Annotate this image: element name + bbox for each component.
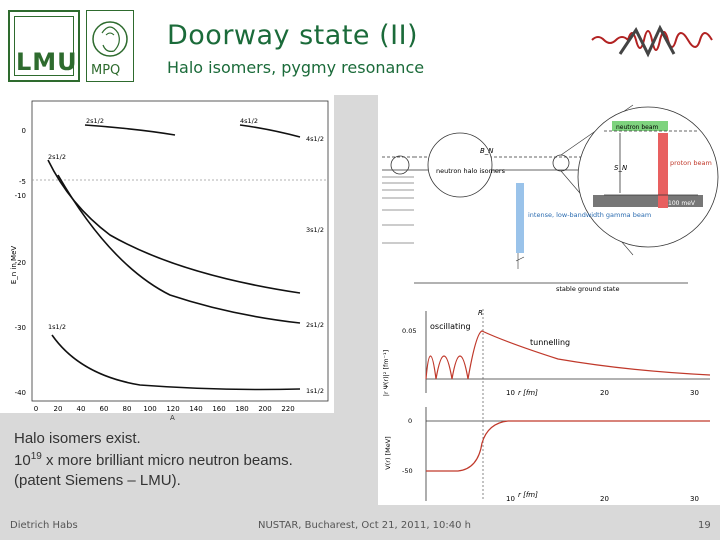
label-1s-right: 1s1/2 [306,387,324,395]
xtick-0: 0 [34,405,38,413]
wave-xtick-20: 20 [600,389,609,397]
pot-xtick-20: 20 [600,495,609,503]
level-plot-yticks: 0 -10 -20 -30 -40 -5 [15,127,26,397]
r-label: R [478,309,483,317]
wave-ylabel: |r Ψ(r)|² [fm⁻¹] [382,350,390,396]
ytick-m5: -5 [19,178,26,186]
pot-ytick-m50: -50 [402,467,413,475]
tunnelling-label: tunnelling [530,338,570,347]
ytick-m10: -10 [15,192,26,200]
gamma-beam-label: intense, low-bandwidth gamma beam [528,211,651,219]
label-2s-right: 2s1/2 [306,321,324,329]
minerva-head-icon [92,21,128,57]
body-line-2-rest: x more brilliant micro neutron beams. [41,452,293,469]
pot-ytick-0: 0 [408,417,412,425]
level-scheme: B_N S_N neutron halo isomers intense, lo… [378,95,720,303]
footer-event: NUSTAR, Bucharest, Oct 21, 2011, 10:40 h [258,520,472,531]
xtick-20: 20 [54,405,63,413]
label-4s-top: 4s1/2 [240,117,258,125]
lmu-logo: LMU [8,10,80,82]
pot-ylabel: V(r) [MeV] [384,436,392,469]
wave-xunit: r [fm] [518,389,538,397]
top-beam-label: neutron beam [616,124,659,131]
proton-beam-label: proton beam [670,159,712,167]
level-plot: 0 -10 -20 -30 -40 -5 E_n in MeV 2s1/2 4s… [0,95,334,413]
label-1s-left: 1s1/2 [48,323,66,331]
xtick-200: 200 [258,405,271,413]
body-line-2-base: 10 [14,452,31,469]
wave-xtick-30: 30 [690,389,699,397]
xtick-80: 80 [123,405,132,413]
footer-page: 19 [698,520,711,531]
pot-xtick-30: 30 [690,495,699,503]
bn-label: B_N [480,147,494,155]
neutron-halo-label: neutron halo isomers [436,167,506,175]
lmu-logo-text: LMU [16,48,78,76]
ytick-0: 0 [22,127,26,135]
xtick-60: 60 [100,405,109,413]
slide-title: Doorway state (II) [167,20,419,51]
label-4s-right: 4s1/2 [306,135,324,143]
level-plot-svg: 0 -10 -20 -30 -40 -5 E_n in MeV 2s1/2 4s… [10,100,329,413]
wave-plot-svg: R oscillating tunnelling 0.05 |r Ψ(r)|² … [382,309,711,503]
xtick-120: 120 [166,405,179,413]
ytick-m40: -40 [15,389,26,397]
level-plot-xticks: 0 20 40 60 80 100 120 140 160 180 200 22… [34,405,295,413]
xtick-100: 100 [143,405,156,413]
label-2s-left: 2s1/2 [48,153,66,161]
label-3s-right: 3s1/2 [306,226,324,234]
pot-xunit: r [fm] [518,491,538,499]
stable-ground-label: stable ground state [556,285,619,293]
body-line-2-exp: 19 [30,451,42,462]
oscillating-label: oscillating [430,322,471,331]
xtick-220: 220 [281,405,294,413]
ytick-m20: -20 [15,259,26,267]
xtick-140: 140 [189,405,202,413]
ytick-m30: -30 [15,324,26,332]
wave-logo-icon [591,24,713,58]
level-scheme-svg: B_N S_N neutron halo isomers intense, lo… [382,104,719,293]
wave-plot: R oscillating tunnelling 0.05 |r Ψ(r)|² … [378,303,720,505]
kev-label: 100 meV [668,200,696,207]
label-2s-top: 2s1/2 [86,117,104,125]
pot-xtick-10: 10 [506,495,515,503]
wave-ytick: 0.05 [402,327,416,335]
sn-label: S_N [614,164,628,172]
xtick-180: 180 [235,405,248,413]
body-line-1: Halo isomers exist. [14,430,141,447]
footer-author: Dietrich Habs [10,520,78,531]
mpq-logo-text: MPQ [91,63,121,78]
level-plot-ylabel: E_n in MeV [10,246,18,285]
mpq-logo: MPQ [86,10,134,82]
wave-xtick-10: 10 [506,389,515,397]
level-plot-xlabel: A [170,414,175,422]
xtick-160: 160 [212,405,225,413]
body-line-3: (patent Siemens – LMU). [14,472,181,489]
xtick-40: 40 [77,405,86,413]
slide-subtitle: Halo isomers, pygmy resonance [167,58,425,77]
body-line-2: 1019 x more brilliant micro neutron beam… [14,451,293,469]
